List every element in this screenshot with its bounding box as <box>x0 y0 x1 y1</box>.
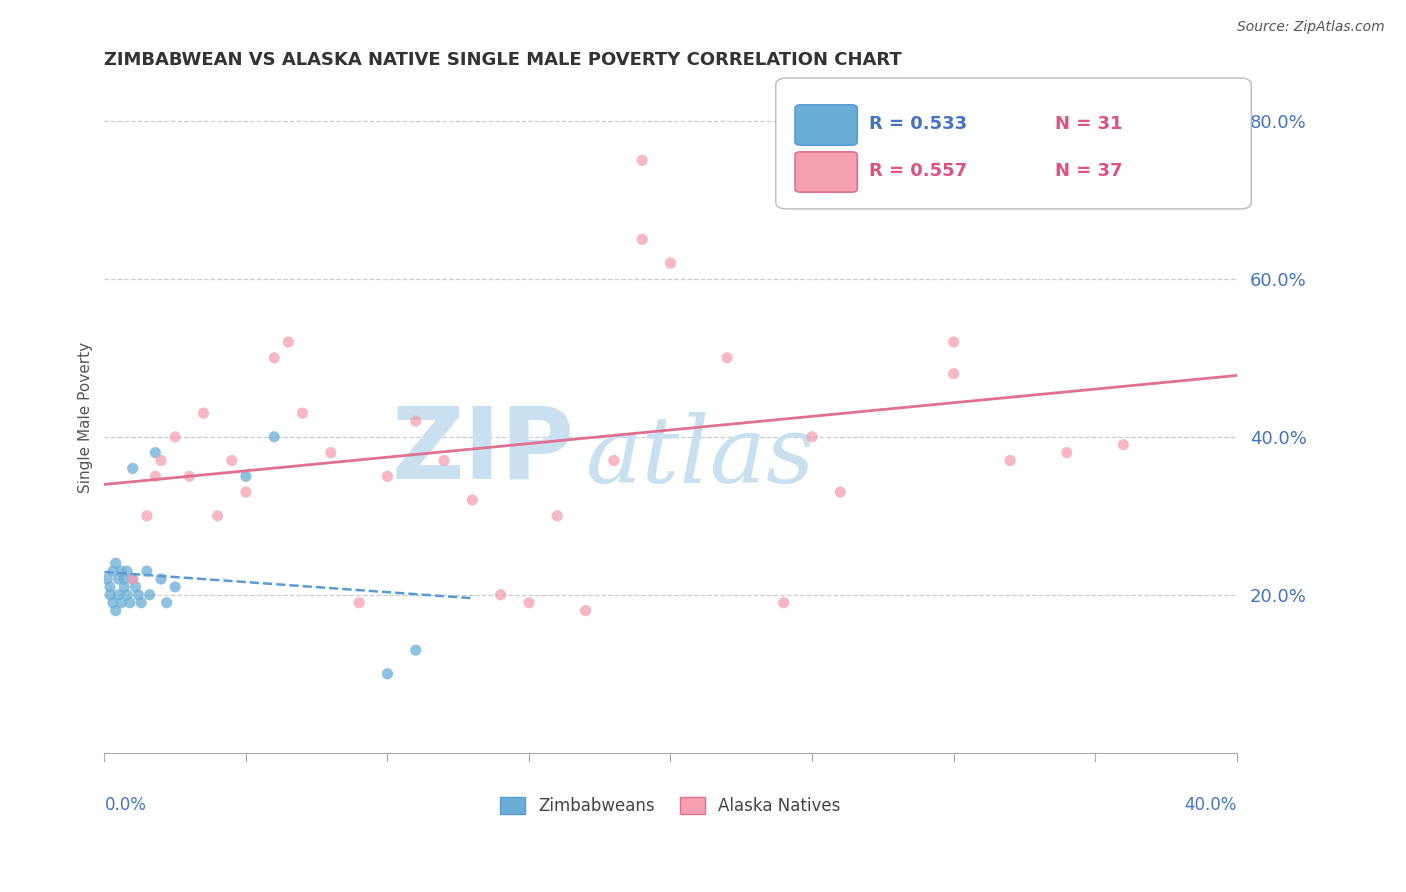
Point <box>716 351 738 365</box>
Point <box>96 572 118 586</box>
Point <box>377 469 399 483</box>
Point <box>193 406 215 420</box>
Point <box>235 469 257 483</box>
Point <box>263 351 285 365</box>
Text: Source: ZipAtlas.com: Source: ZipAtlas.com <box>1237 20 1385 34</box>
Point <box>121 461 143 475</box>
Point <box>129 596 152 610</box>
Point <box>179 469 201 483</box>
Point <box>235 485 257 500</box>
FancyBboxPatch shape <box>794 152 858 192</box>
Point <box>110 564 132 578</box>
Point <box>150 453 173 467</box>
Text: R = 0.533: R = 0.533 <box>869 115 967 133</box>
Text: R = 0.557: R = 0.557 <box>869 161 967 179</box>
Y-axis label: Single Male Poverty: Single Male Poverty <box>79 342 93 492</box>
Point <box>801 430 824 444</box>
Point <box>433 453 456 467</box>
Text: N = 37: N = 37 <box>1056 161 1123 179</box>
Point <box>207 508 229 523</box>
Point <box>277 334 299 349</box>
Point <box>118 596 141 610</box>
Point <box>221 453 243 467</box>
Text: ZIMBABWEAN VS ALASKA NATIVE SINGLE MALE POVERTY CORRELATION CHART: ZIMBABWEAN VS ALASKA NATIVE SINGLE MALE … <box>104 51 903 69</box>
Point <box>517 596 540 610</box>
Text: 0.0%: 0.0% <box>104 797 146 814</box>
Point <box>998 453 1021 467</box>
Text: atlas: atlas <box>585 412 815 502</box>
Point <box>107 572 129 586</box>
Point <box>127 588 149 602</box>
Point <box>98 580 121 594</box>
Point <box>291 406 314 420</box>
Point <box>772 596 794 610</box>
Legend: Zimbabweans, Alaska Natives: Zimbabweans, Alaska Natives <box>494 790 848 822</box>
Point <box>101 596 124 610</box>
Text: 40.0%: 40.0% <box>1184 797 1236 814</box>
Point <box>319 445 342 459</box>
Point <box>942 334 965 349</box>
Point <box>112 572 135 586</box>
FancyBboxPatch shape <box>776 78 1251 209</box>
Point <box>110 596 132 610</box>
Point <box>942 367 965 381</box>
FancyBboxPatch shape <box>794 105 858 145</box>
Point <box>461 493 484 508</box>
Point <box>104 556 127 570</box>
Text: N = 31: N = 31 <box>1056 115 1123 133</box>
Point <box>104 604 127 618</box>
Point <box>121 572 143 586</box>
Point <box>405 643 427 657</box>
Point <box>1056 445 1078 459</box>
Point <box>574 604 596 618</box>
Point <box>546 508 568 523</box>
Point <box>121 572 143 586</box>
Point <box>98 588 121 602</box>
Point <box>347 596 370 610</box>
Point <box>156 596 179 610</box>
Point <box>107 588 129 602</box>
Point <box>631 232 654 246</box>
Point <box>124 580 146 594</box>
Point <box>263 430 285 444</box>
Point <box>377 666 399 681</box>
Point <box>603 453 626 467</box>
Point <box>112 580 135 594</box>
Point <box>830 485 852 500</box>
Point <box>143 445 166 459</box>
Point <box>1112 438 1135 452</box>
Point <box>631 153 654 168</box>
Point <box>135 564 157 578</box>
Point <box>143 469 166 483</box>
Point <box>115 564 138 578</box>
Point <box>659 256 682 270</box>
Point <box>135 508 157 523</box>
Point <box>101 564 124 578</box>
Point <box>405 414 427 428</box>
Point <box>165 430 187 444</box>
Point <box>886 193 908 207</box>
Point <box>489 588 512 602</box>
Point <box>165 580 187 594</box>
Text: ZIP: ZIP <box>391 402 574 500</box>
Point <box>115 588 138 602</box>
Point <box>150 572 173 586</box>
Point <box>138 588 160 602</box>
